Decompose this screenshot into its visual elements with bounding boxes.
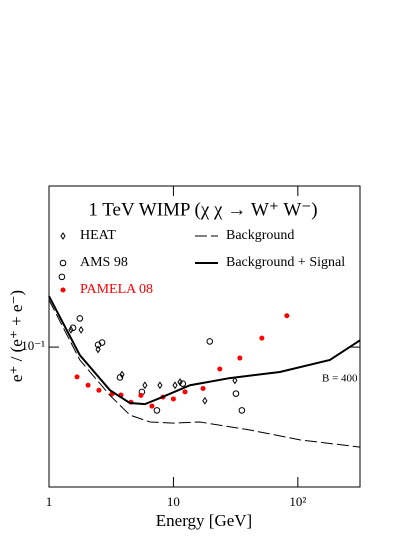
y-tick-label: 10⁻¹ (21, 338, 45, 353)
dot-point (237, 355, 243, 361)
circle-point (179, 380, 187, 387)
circle-point (153, 407, 161, 414)
curve (48, 295, 361, 406)
y-axis-label: e⁺ / (e⁺ + e⁻) (7, 290, 26, 382)
dot-point (74, 374, 80, 380)
legend-label: AMS 98 (80, 255, 128, 270)
legend-swatch (59, 259, 67, 267)
circle-point (206, 338, 214, 345)
diamond-point (68, 325, 74, 334)
legend-label: PAMELA 08 (80, 282, 153, 297)
diamond-point (119, 370, 125, 379)
dot-point (182, 389, 188, 395)
legend-swatch (60, 287, 66, 293)
circle-point (58, 273, 66, 281)
dot-point (217, 366, 223, 372)
circle-point (69, 324, 77, 332)
curve (48, 299, 361, 448)
x-tick-label: 10² (289, 494, 306, 509)
x-tick-label: 1 (46, 494, 53, 509)
diamond-point (157, 381, 163, 390)
diamond-point (202, 396, 208, 405)
x-tick-label: 10 (167, 494, 180, 509)
x-axis-label: Energy [GeV] (156, 511, 252, 530)
legend-label: HEAT (80, 228, 116, 243)
legend-label: Background (226, 228, 294, 243)
dot-point (138, 392, 144, 398)
diamond-point (172, 381, 178, 390)
dot-point (149, 403, 155, 409)
chart-title: 1 TeV WIMP (χ χ → W⁺ W⁻) (88, 199, 317, 220)
diamond-point (142, 381, 148, 390)
dot-point (259, 335, 265, 341)
diamond-point (78, 325, 84, 334)
plot-frame (48, 185, 361, 488)
diamond-point (232, 376, 238, 385)
circle-point (116, 374, 124, 381)
circle-point (232, 390, 240, 397)
dot-point (85, 382, 91, 388)
diamond-point (95, 345, 101, 354)
dot-point (284, 313, 290, 319)
annotation: B = 400 (322, 373, 358, 385)
circle-point (76, 315, 84, 322)
circle-point (238, 407, 246, 414)
dot-point (96, 387, 102, 393)
legend-swatch (60, 232, 66, 240)
dot-point (200, 386, 206, 392)
dot-point (170, 396, 176, 402)
circle-point (98, 339, 106, 346)
legend-label: Background + Signal (226, 255, 345, 270)
